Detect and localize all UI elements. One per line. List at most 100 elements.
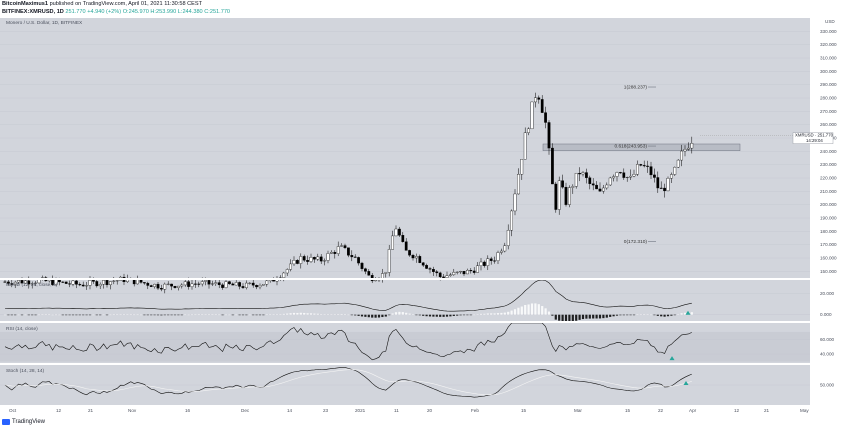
candle-body [517,174,520,195]
macd-histogram-bar [320,314,323,315]
macd-histogram-bar [683,312,687,315]
candle-body [251,282,255,286]
macd-histogram-bar [309,313,313,315]
candle-body [302,256,306,261]
macd-histogram-bar [394,312,398,315]
tradingview-logo-icon [2,419,10,425]
candle [435,269,439,277]
signal-triangle-icon [685,310,691,315]
candle [636,160,639,177]
candle [326,250,330,264]
candle-body [639,164,643,166]
fib-label: 1(288.237) [624,85,648,91]
price-tag-text: XMRUSD · 251.770 [795,133,834,138]
macd-histogram-bar [269,314,272,315]
candle [309,253,313,264]
candle [428,266,432,274]
macd-histogram-bar [653,314,656,316]
macd-histogram-bar [551,314,554,316]
candle-body [68,283,71,285]
macd-histogram-bar [221,314,224,316]
macd-histogram-bar [337,314,340,315]
candle-body [384,272,388,274]
candle-body [71,280,75,285]
macd-histogram-bar [371,314,374,318]
candle-body [217,282,221,286]
time-tick-label: 14 [287,408,293,413]
candle-body [153,283,156,287]
price-tick-label: 330.000 [820,29,837,34]
candle [625,176,629,182]
macd-histogram-bar [282,313,285,315]
macd-histogram-bar [65,314,68,316]
candle [653,168,656,183]
candle [173,285,177,289]
candle [302,254,306,262]
candle [588,175,592,190]
candle-body [663,187,666,192]
candle-body [309,257,313,262]
candle-body [367,271,371,276]
price-tick-label: 170.000 [820,242,837,247]
macd-histogram-bar [364,314,367,317]
candle [496,250,500,265]
candle [670,172,673,184]
macd-histogram-bar [459,314,462,316]
candle-body [418,256,422,263]
footer-brand[interactable]: TradingView [2,419,45,425]
macd-histogram-bar [194,314,197,316]
candle-body [595,184,598,190]
candle [262,284,265,286]
candle-body [646,165,649,167]
macd-histogram-bar [449,314,452,317]
candle-body [500,250,503,253]
candle-body [476,265,479,273]
macd-histogram-bar [377,314,381,318]
candle-body [547,122,551,149]
candle [411,253,415,261]
candle-body [183,281,187,286]
macd-histogram-bar [670,314,673,316]
candle [517,168,520,195]
candle-body [619,172,622,174]
candle [102,279,105,289]
candle [333,250,337,259]
brand-name: TradingView [12,419,46,425]
macd-histogram-bar [418,314,421,316]
macd-histogram-bar [17,314,20,316]
candle [289,259,292,272]
macd-histogram-bar [490,313,493,315]
stoch-tick-label: 50.000 [820,383,834,388]
macd-histogram-bar [452,314,455,316]
candle [75,278,78,289]
candle-body [255,285,258,288]
macd-histogram-bar [136,314,139,316]
macd-histogram-bar [524,304,527,315]
fib-label: 0(172.310) [624,239,648,245]
candle-body [449,274,452,276]
price-tick-label: 220.000 [820,176,837,181]
macd-histogram-bar [163,314,166,316]
candle [323,258,326,266]
rsi-pane-title: RSI (14, close) [6,327,38,332]
macd-histogram-bar [483,313,486,315]
candle [81,281,85,287]
candle [177,285,180,291]
candle-body [190,283,194,287]
chart-canvas[interactable]: 150.000160.000170.000180.000190.000200.0… [0,18,850,418]
candle-body [438,272,442,278]
candle [680,144,683,167]
macd-histogram-bar [160,314,163,316]
price-tick-label: 180.000 [820,229,837,234]
macd-histogram-bar [143,314,146,316]
macd-histogram-bar [177,314,180,316]
macd-histogram-bar [224,314,228,316]
time-tick-label: 15 [625,408,631,413]
macd-histogram-bar [61,314,64,316]
candle [61,281,65,283]
author-name[interactable]: BitcoinMaximus1 [2,1,49,7]
candle-body [285,269,289,274]
macd-histogram-bar [316,313,319,315]
candle [217,278,221,289]
ohlc-close: C:251.770 [204,9,231,15]
